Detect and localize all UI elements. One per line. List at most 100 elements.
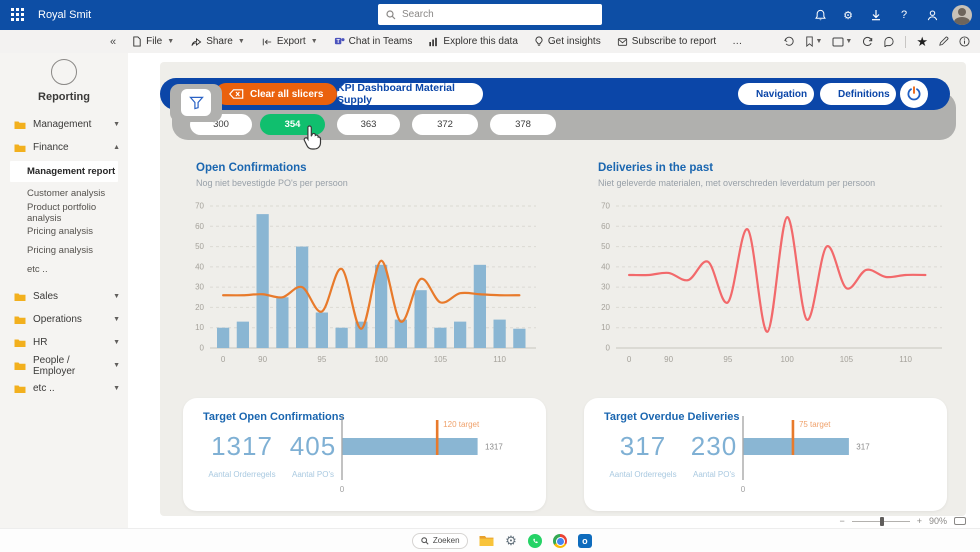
backspace-icon (229, 89, 244, 99)
reset-undo-icon[interactable] (783, 36, 795, 47)
svg-text:75 target: 75 target (799, 420, 831, 429)
sidebar-page-pricing-analysis[interactable]: Pricing analysis (0, 222, 128, 241)
comments-icon[interactable] (883, 36, 895, 47)
sidebar-folder-people-employer[interactable]: People / Employer▼ (0, 354, 128, 377)
zoom-level: 90% (929, 516, 947, 526)
taskbar-search[interactable]: Zoeken (412, 533, 468, 549)
target-open-confirmations-bullet[interactable]: 120 target13170 (328, 406, 540, 502)
clear-all-slicers-button[interactable]: Clear all slicers (215, 83, 337, 105)
slicer-378[interactable]: 378 (490, 114, 556, 135)
folder-icon (14, 143, 26, 153)
search-icon (386, 10, 396, 20)
account-person-icon[interactable] (924, 7, 940, 23)
windows-taskbar: Zoeken ⚙ o (0, 528, 980, 552)
sidebar-folder-hr[interactable]: HR▼ (0, 331, 128, 354)
svg-text:60: 60 (195, 222, 204, 231)
view-dropdown-icon[interactable]: ▼ (832, 37, 852, 47)
sidebar-page-pricing-analysis-2[interactable]: Pricing analysis (0, 241, 128, 260)
chrome-icon[interactable] (553, 534, 567, 548)
sidebar-page-customer-analysis[interactable]: Customer analysis (0, 184, 128, 203)
sidebar-folder-operations[interactable]: Operations▼ (0, 308, 128, 331)
svg-text:20: 20 (195, 303, 204, 312)
slicer-372[interactable]: 372 (412, 114, 478, 135)
slicer-354-selected[interactable]: 354 (260, 114, 325, 135)
svg-text:110: 110 (493, 355, 506, 364)
outlook-icon[interactable]: o (578, 534, 592, 548)
settings-gear-icon[interactable]: ⚙ (505, 533, 517, 549)
refresh-icon[interactable] (862, 36, 873, 47)
sidebar-page-management-report[interactable]: Management report (10, 161, 118, 182)
zoom-in-button[interactable]: + (917, 516, 922, 526)
svg-text:40: 40 (601, 262, 610, 271)
open-confirmations-chart[interactable]: 01020304050607009095100105110 (184, 196, 544, 374)
favorite-star-icon[interactable]: ★ (916, 34, 928, 50)
office-top-bar: Royal Smit ⚙ ? (0, 0, 980, 30)
search-input[interactable] (402, 9, 594, 20)
card-title: Target Open Confirmations (203, 411, 345, 423)
svg-text:105: 105 (434, 355, 448, 364)
waffle-menu-icon[interactable] (11, 8, 25, 22)
sidebar-folder-management[interactable]: Management▼ (0, 113, 128, 136)
deliveries-in-the-past-chart[interactable]: 01020304050607009095100105110 (590, 196, 950, 374)
workspace-name: Reporting (0, 91, 128, 103)
chat-in-teams-button[interactable]: T Chat in Teams (334, 36, 413, 47)
svg-text:40: 40 (195, 262, 204, 271)
chevron-down-icon: ▼ (311, 38, 318, 45)
help-icon[interactable]: ? (896, 7, 912, 23)
windows-start-icon[interactable] (388, 534, 401, 547)
sidebar-folder-etc[interactable]: etc ..▼ (0, 377, 128, 400)
edit-pencil-icon[interactable] (938, 36, 949, 47)
svg-text:0: 0 (340, 485, 345, 494)
svg-text:90: 90 (258, 355, 267, 364)
info-icon[interactable] (959, 36, 970, 47)
export-icon (261, 37, 273, 47)
folder-icon (14, 384, 26, 394)
subscribe-icon (617, 37, 628, 47)
export-menu[interactable]: Export▼ (261, 36, 318, 47)
svg-text:95: 95 (723, 355, 732, 364)
notifications-bell-icon[interactable] (812, 7, 828, 23)
svg-text:10: 10 (195, 323, 204, 332)
subscribe-button[interactable]: Subscribe to report (617, 36, 717, 47)
zoom-slider[interactable] (852, 521, 910, 522)
svg-text:120 target: 120 target (443, 420, 480, 429)
target-overdue-deliveries-bullet[interactable]: 75 target3170 (729, 406, 941, 502)
download-app-icon[interactable] (868, 7, 884, 23)
file-explorer-icon[interactable] (479, 535, 494, 547)
zoom-out-button[interactable]: − (839, 516, 844, 526)
definitions-button[interactable]: Definitions (820, 83, 896, 105)
card-title: Target Overdue Deliveries (604, 411, 740, 423)
navigation-button[interactable]: Navigation (738, 83, 814, 105)
card-target-overdue-deliveries: Target Overdue Deliveries 317 Aantal Ord… (584, 398, 947, 511)
filter-tab[interactable] (170, 84, 222, 122)
file-menu[interactable]: File▼ (132, 36, 174, 47)
svg-text:110: 110 (899, 355, 912, 364)
user-avatar[interactable] (952, 5, 972, 25)
chevron-down-icon: ▼ (113, 339, 120, 346)
whatsapp-icon[interactable] (528, 534, 542, 548)
collapse-pane-icon[interactable]: « (110, 36, 116, 48)
kpi-orderregels-label: Aantal Orderregels (604, 470, 682, 479)
global-search[interactable] (378, 4, 602, 25)
svg-text:70: 70 (195, 202, 204, 211)
sidebar-folder-finance[interactable]: Finance▲ (0, 136, 128, 159)
bookmarks-dropdown-icon[interactable]: ▼ (805, 36, 822, 47)
more-options-button[interactable]: … (732, 36, 742, 47)
sidebar-folder-sales[interactable]: Sales▼ (0, 285, 128, 308)
kpi-orderregels-label: Aantal Orderregels (203, 470, 281, 479)
explore-data-button[interactable]: Explore this data (428, 36, 518, 47)
folder-icon (14, 292, 26, 302)
fit-to-page-icon[interactable] (954, 517, 966, 525)
share-menu[interactable]: Share▼ (190, 36, 245, 47)
folder-icon (14, 120, 26, 130)
zoom-slider-handle[interactable] (880, 517, 884, 526)
sidebar-page-etc[interactable]: etc .. (0, 260, 128, 279)
settings-gear-icon[interactable]: ⚙ (840, 7, 856, 23)
svg-text:50: 50 (601, 242, 610, 251)
chevron-down-icon: ▼ (113, 121, 120, 128)
power-refresh-button[interactable] (900, 80, 928, 108)
get-insights-button[interactable]: Get insights (534, 36, 601, 47)
slicer-363[interactable]: 363 (337, 114, 400, 135)
svg-text:0: 0 (221, 355, 226, 364)
sidebar-page-product-portfolio-analysis[interactable]: Product portfolio analysis (0, 203, 128, 222)
